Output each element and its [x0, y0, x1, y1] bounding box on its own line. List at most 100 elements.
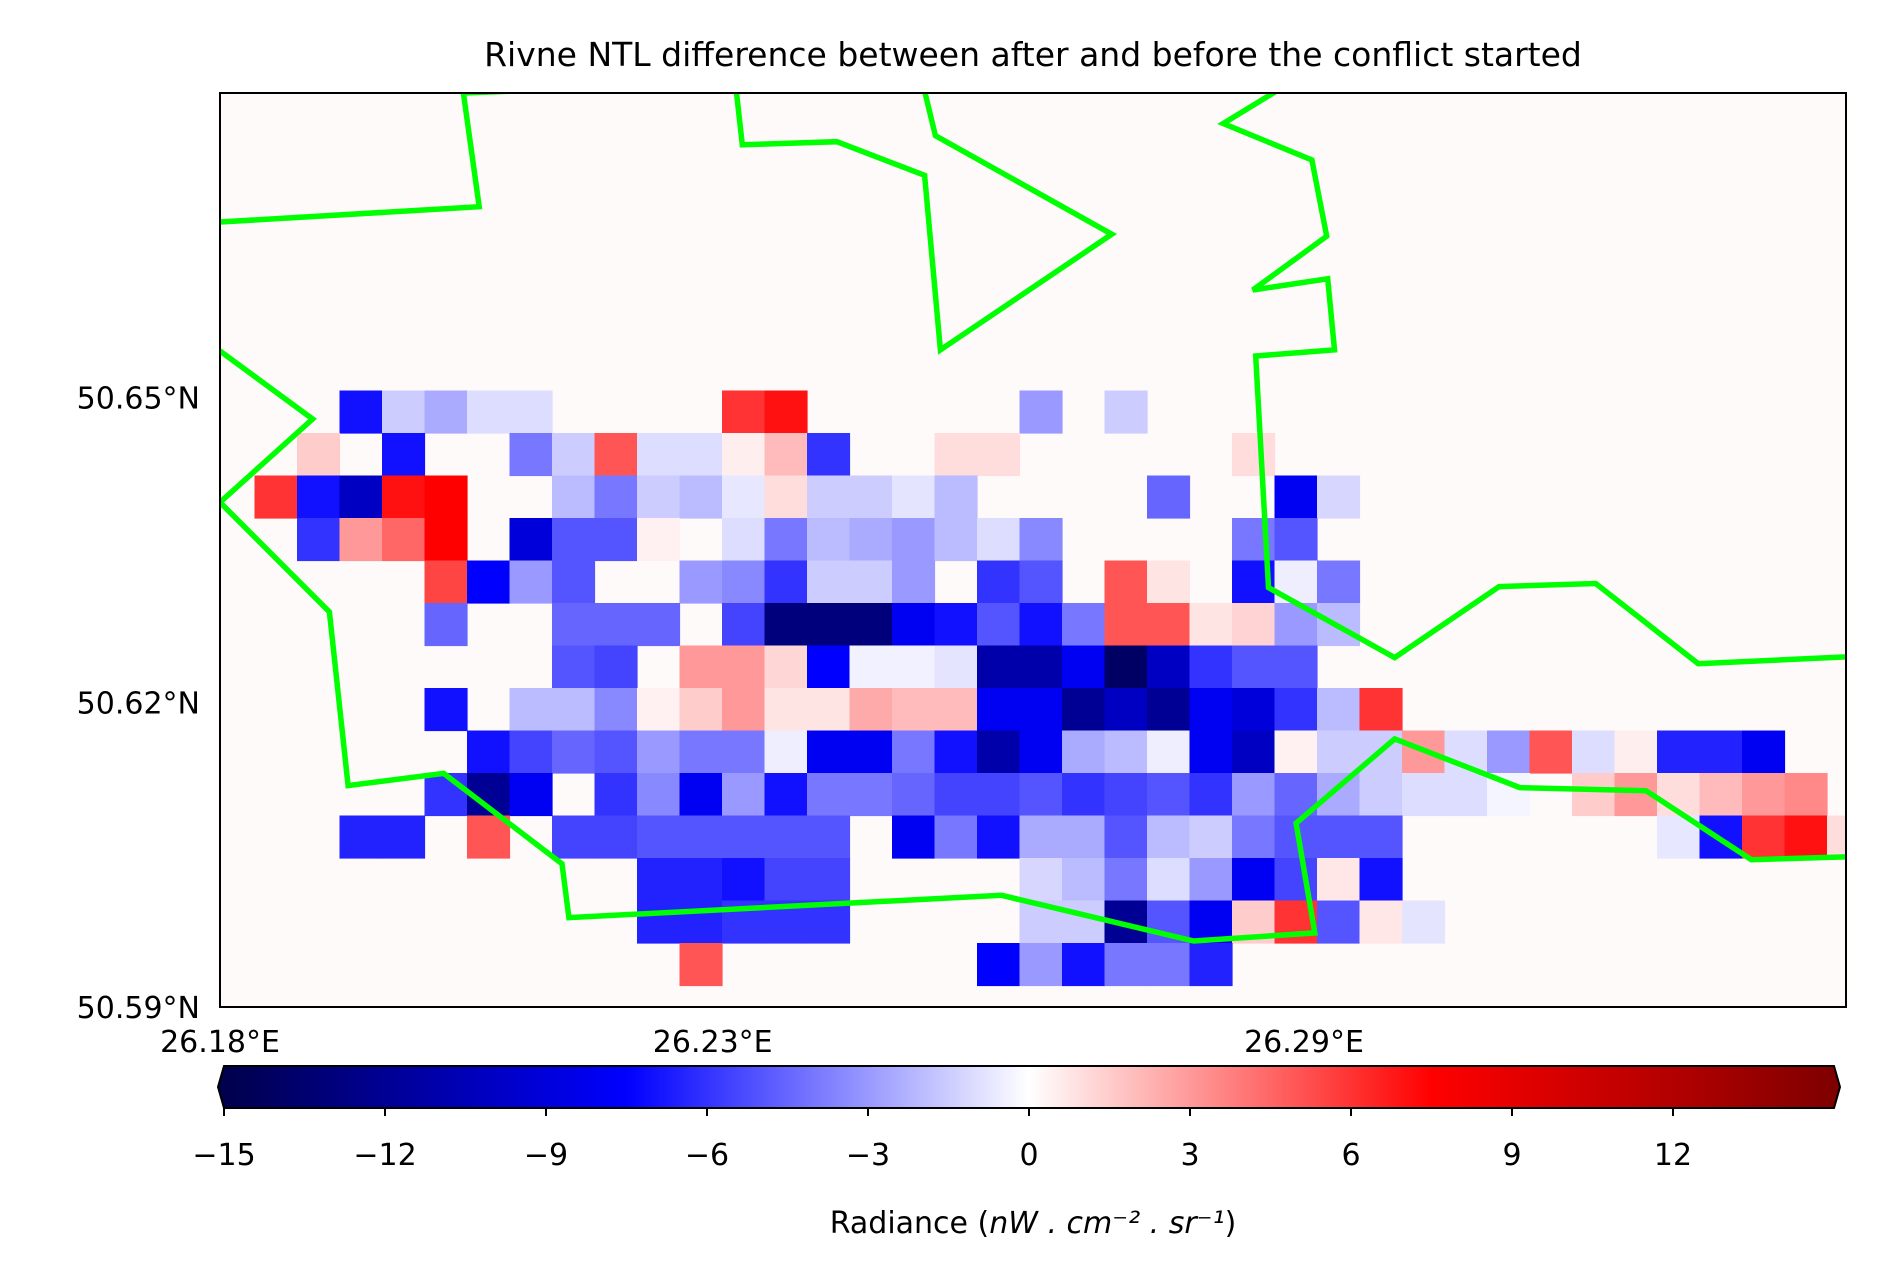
radiance-cell: [1104, 603, 1148, 647]
radiance-cell: [892, 603, 936, 647]
radiance-cell: [934, 773, 978, 817]
colorbar-tick-label: 0: [1019, 1138, 1038, 1173]
radiance-cell: [807, 433, 851, 477]
radiance-cell: [934, 815, 978, 859]
radiance-cell: [807, 858, 851, 902]
radiance-cell: [509, 390, 553, 434]
x-tick-label: 26.18°E: [160, 1025, 280, 1060]
radiance-cell: [807, 773, 851, 817]
radiance-cell: [637, 858, 681, 902]
radiance-cell: [297, 475, 341, 519]
radiance-cell: [679, 433, 723, 477]
radiance-cell: [892, 773, 936, 817]
radiance-cell: [807, 730, 851, 774]
radiance-cell: [1699, 730, 1743, 774]
radiance-cell: [722, 475, 766, 519]
radiance-cell: [1104, 943, 1148, 987]
radiance-cell: [1359, 900, 1403, 944]
radiance-cell: [1487, 730, 1531, 774]
colorbar-label-prefix: Radiance (: [830, 1206, 990, 1241]
radiance-cell: [297, 518, 341, 562]
radiance-cell: [467, 815, 511, 859]
radiance-cell: [509, 688, 553, 732]
radiance-cell: [1317, 730, 1361, 774]
radiance-cell: [637, 815, 681, 859]
radiance-cell: [382, 433, 426, 477]
radiance-cell: [1444, 773, 1488, 817]
radiance-cell: [1317, 858, 1361, 902]
radiance-cell: [1147, 815, 1191, 859]
radiance-cell: [1359, 815, 1403, 859]
radiance-cell: [637, 773, 681, 817]
radiance-cell: [552, 688, 596, 732]
colorbar-tick-label: 6: [1341, 1138, 1360, 1173]
radiance-cell: [552, 603, 596, 647]
radiance-cell: [1232, 645, 1276, 689]
radiance-cell: [594, 773, 638, 817]
radiance-cell: [509, 773, 553, 817]
radiance-cell: [934, 518, 978, 562]
radiance-cell: [977, 518, 1021, 562]
boundary-line: [220, 93, 1846, 667]
radiance-cell: [849, 475, 893, 519]
colorbar-tick-label: −3: [846, 1138, 890, 1173]
radiance-cell: [1317, 475, 1361, 519]
boundary-line: [220, 500, 1846, 944]
radiance-cell: [679, 773, 723, 817]
radiance-cell: [1274, 475, 1318, 519]
radiance-cell: [722, 603, 766, 647]
radiance-cell: [977, 603, 1021, 647]
radiance-cell: [424, 603, 468, 647]
radiance-cell: [679, 475, 723, 519]
radiance-cell: [977, 560, 1021, 604]
radiance-cell: [892, 560, 936, 604]
radiance-cell: [1062, 730, 1106, 774]
radiance-cell: [807, 560, 851, 604]
radiance-cell: [807, 645, 851, 689]
radiance-cell: [892, 815, 936, 859]
radiance-cell: [1232, 773, 1276, 817]
radiance-cell: [1232, 688, 1276, 732]
radiance-cell: [1742, 773, 1786, 817]
colorbar-label: Radiance (nW . cm⁻² . sr⁻¹): [830, 1206, 1237, 1241]
radiance-cell: [1657, 730, 1701, 774]
radiance-cell: [1062, 858, 1106, 902]
radiance-cell: [382, 390, 426, 434]
radiance-cell: [1062, 900, 1106, 944]
radiance-cell: [382, 815, 426, 859]
radiance-cell: [977, 688, 1021, 732]
radiance-cell: [934, 475, 978, 519]
radiance-cell: [1359, 688, 1403, 732]
radiance-cell: [424, 688, 468, 732]
radiance-cell: [637, 518, 681, 562]
colorbar-tick-label: −9: [524, 1138, 568, 1173]
radiance-cell: [722, 560, 766, 604]
radiance-cell: [467, 560, 511, 604]
radiance-cell: [1317, 815, 1361, 859]
x-tick-label: 26.29°E: [1244, 1025, 1364, 1060]
radiance-cell: [1317, 560, 1361, 604]
radiance-cell: [1232, 858, 1276, 902]
radiance-cell: [552, 560, 596, 604]
colorbar-label-suffix: ): [1225, 1206, 1237, 1241]
radiance-cell: [849, 773, 893, 817]
radiance-cell: [637, 688, 681, 732]
radiance-cell: [764, 560, 808, 604]
radiance-cell: [594, 815, 638, 859]
radiance-cell: [424, 773, 468, 817]
radiance-cell: [1019, 518, 1063, 562]
radiance-cell: [722, 688, 766, 732]
radiance-cell: [1274, 688, 1318, 732]
radiance-cell: [977, 433, 1021, 477]
radiance-cell: [254, 475, 298, 519]
radiance-cell: [679, 688, 723, 732]
radiance-cell: [1104, 730, 1148, 774]
colorbar-tick-label: −12: [353, 1138, 416, 1173]
radiance-cell: [722, 773, 766, 817]
radiance-cell: [552, 433, 596, 477]
radiance-cell: [1147, 645, 1191, 689]
radiance-cell: [1784, 773, 1828, 817]
radiance-cell: [1317, 900, 1361, 944]
radiance-cell: [1572, 773, 1616, 817]
